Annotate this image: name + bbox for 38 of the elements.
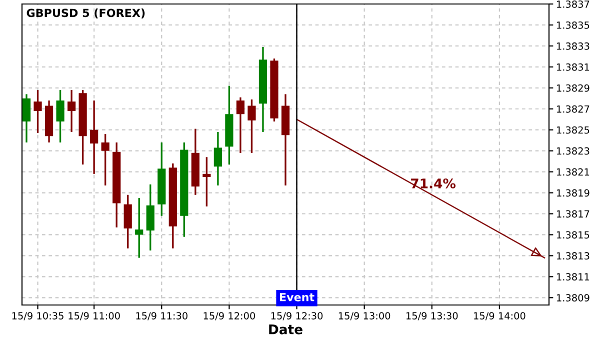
candlestick — [56, 89, 64, 144]
candlestick — [236, 96, 245, 154]
candlestick — [90, 100, 98, 175]
y-tick-label: 1.3823 — [557, 147, 590, 155]
x-tick-label: 15/9 11:00 — [68, 312, 120, 320]
y-tick-label: 1.3831 — [557, 63, 590, 71]
y-tick-label: 1.3817 — [557, 210, 590, 218]
y-tick-label: 1.3833 — [557, 42, 590, 50]
candlestick — [214, 131, 222, 186]
candlestick — [101, 133, 110, 186]
candlestick — [22, 93, 31, 144]
x-tick-label: 15/9 14:00 — [474, 312, 526, 320]
candlestick — [67, 89, 76, 133]
candlestick — [202, 156, 211, 208]
x-axis-title: Date — [269, 324, 302, 334]
x-tick-label: 15/9 12:30 — [271, 312, 323, 320]
x-tick-label: 15/9 10:35 — [12, 312, 64, 320]
ref-line-label: Event — [280, 293, 314, 302]
y-tick-label: 1.3813 — [557, 252, 590, 260]
y-tick-label: 1.3809 — [557, 294, 590, 302]
annotation: 71.4% — [411, 178, 456, 188]
y-tick-label: 1.3821 — [557, 168, 590, 176]
chart-title: GBPUSD 5 (FOREX) — [26, 8, 145, 18]
x-tick-label: 15/9 12:00 — [204, 312, 256, 320]
candlestick — [135, 197, 144, 259]
x-tick-label: 15/9 13:30 — [406, 312, 458, 320]
y-tick-label: 1.3829 — [557, 84, 590, 92]
x-tick-label: 15/9 11:30 — [136, 312, 188, 320]
candlestick — [34, 89, 42, 134]
y-tick-label: 1.3837 — [557, 0, 590, 8]
y-tick-label: 1.3827 — [557, 105, 590, 113]
candlestick — [248, 98, 256, 154]
y-tick-label: 1.3819 — [557, 189, 590, 197]
y-tick-label: 1.3811 — [557, 273, 590, 281]
y-tick-label: 1.3835 — [557, 21, 590, 29]
x-tick-label: 15/9 13:00 — [338, 312, 390, 320]
y-tick-label: 1.3825 — [557, 126, 590, 134]
y-tick-label: 1.3815 — [557, 231, 590, 239]
